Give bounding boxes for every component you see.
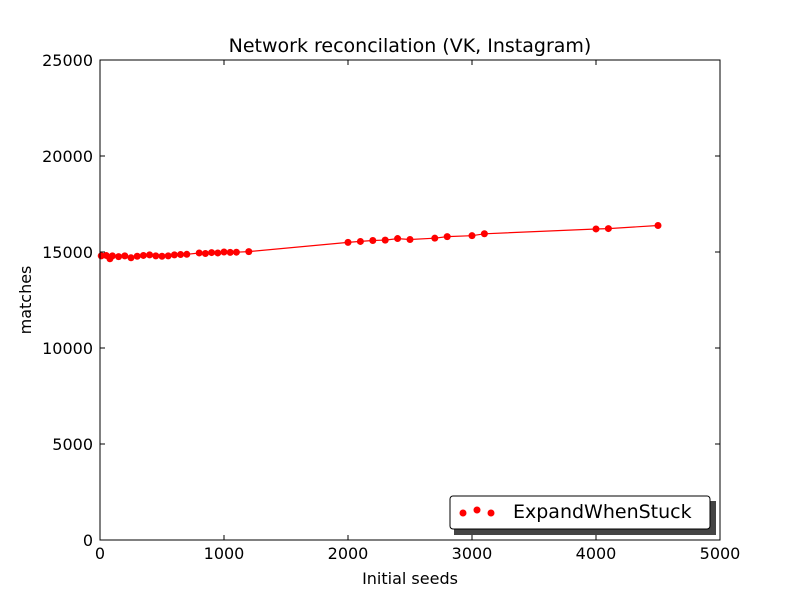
legend-marker-1 — [459, 509, 467, 517]
data-point — [394, 235, 402, 243]
data-point — [245, 248, 253, 256]
y-tick-label: 25000 — [42, 51, 93, 70]
y-tick-label: 10000 — [42, 339, 93, 358]
x-tick-label: 2000 — [328, 544, 369, 563]
data-point — [115, 253, 123, 261]
axes-frame — [99, 59, 721, 541]
data-point — [480, 230, 488, 238]
data-point — [232, 248, 240, 256]
x-tick-label: 0 — [95, 544, 105, 563]
data-point — [443, 233, 451, 241]
data-point — [133, 252, 141, 260]
x-tick-label: 4000 — [576, 544, 617, 563]
y-tick-label: 0 — [83, 531, 93, 550]
data-point — [226, 248, 234, 256]
legend-label: ExpandWhenStuck — [513, 501, 692, 523]
data-point — [604, 225, 612, 233]
legend: ExpandWhenStuck — [449, 495, 716, 535]
data-point — [201, 250, 209, 258]
series-layer — [97, 222, 662, 263]
data-point — [344, 238, 352, 246]
x-tick-label: 5000 — [700, 544, 741, 563]
legend-marker-2 — [473, 506, 481, 514]
data-point — [406, 236, 414, 244]
data-point — [208, 249, 216, 257]
data-point — [139, 251, 147, 259]
data-point — [431, 234, 439, 242]
chart-title: Network reconcilation (VK, Instagram) — [229, 35, 592, 57]
y-axis-ticks: 0 5000 10000 15000 20000 25000 — [42, 51, 720, 550]
data-point — [654, 222, 662, 230]
data-point — [214, 249, 222, 257]
data-point — [220, 248, 228, 256]
data-point — [177, 250, 185, 258]
y-tick-label: 20000 — [42, 147, 93, 166]
data-point — [356, 237, 364, 245]
data-point — [170, 251, 178, 259]
data-point — [164, 252, 172, 260]
legend-box — [449, 495, 711, 530]
data-point — [468, 232, 476, 240]
data-point — [183, 250, 191, 258]
x-axis-label: Initial seeds — [362, 569, 458, 588]
data-point — [108, 252, 116, 260]
legend-marker-3 — [487, 509, 495, 517]
y-tick-label: 5000 — [52, 435, 93, 454]
data-point — [195, 249, 203, 257]
data-point — [592, 225, 600, 233]
x-axis-ticks: 0 1000 2000 3000 4000 5000 — [95, 60, 740, 563]
data-point — [146, 251, 154, 259]
data-point — [127, 254, 135, 262]
data-point — [121, 252, 129, 260]
data-point — [158, 252, 166, 260]
data-point — [381, 236, 389, 244]
x-tick-label: 3000 — [452, 544, 493, 563]
y-axis-label: matches — [16, 266, 35, 335]
x-tick-label: 1000 — [204, 544, 245, 563]
data-point — [152, 252, 160, 260]
data-point — [369, 236, 377, 244]
y-tick-label: 15000 — [42, 243, 93, 262]
